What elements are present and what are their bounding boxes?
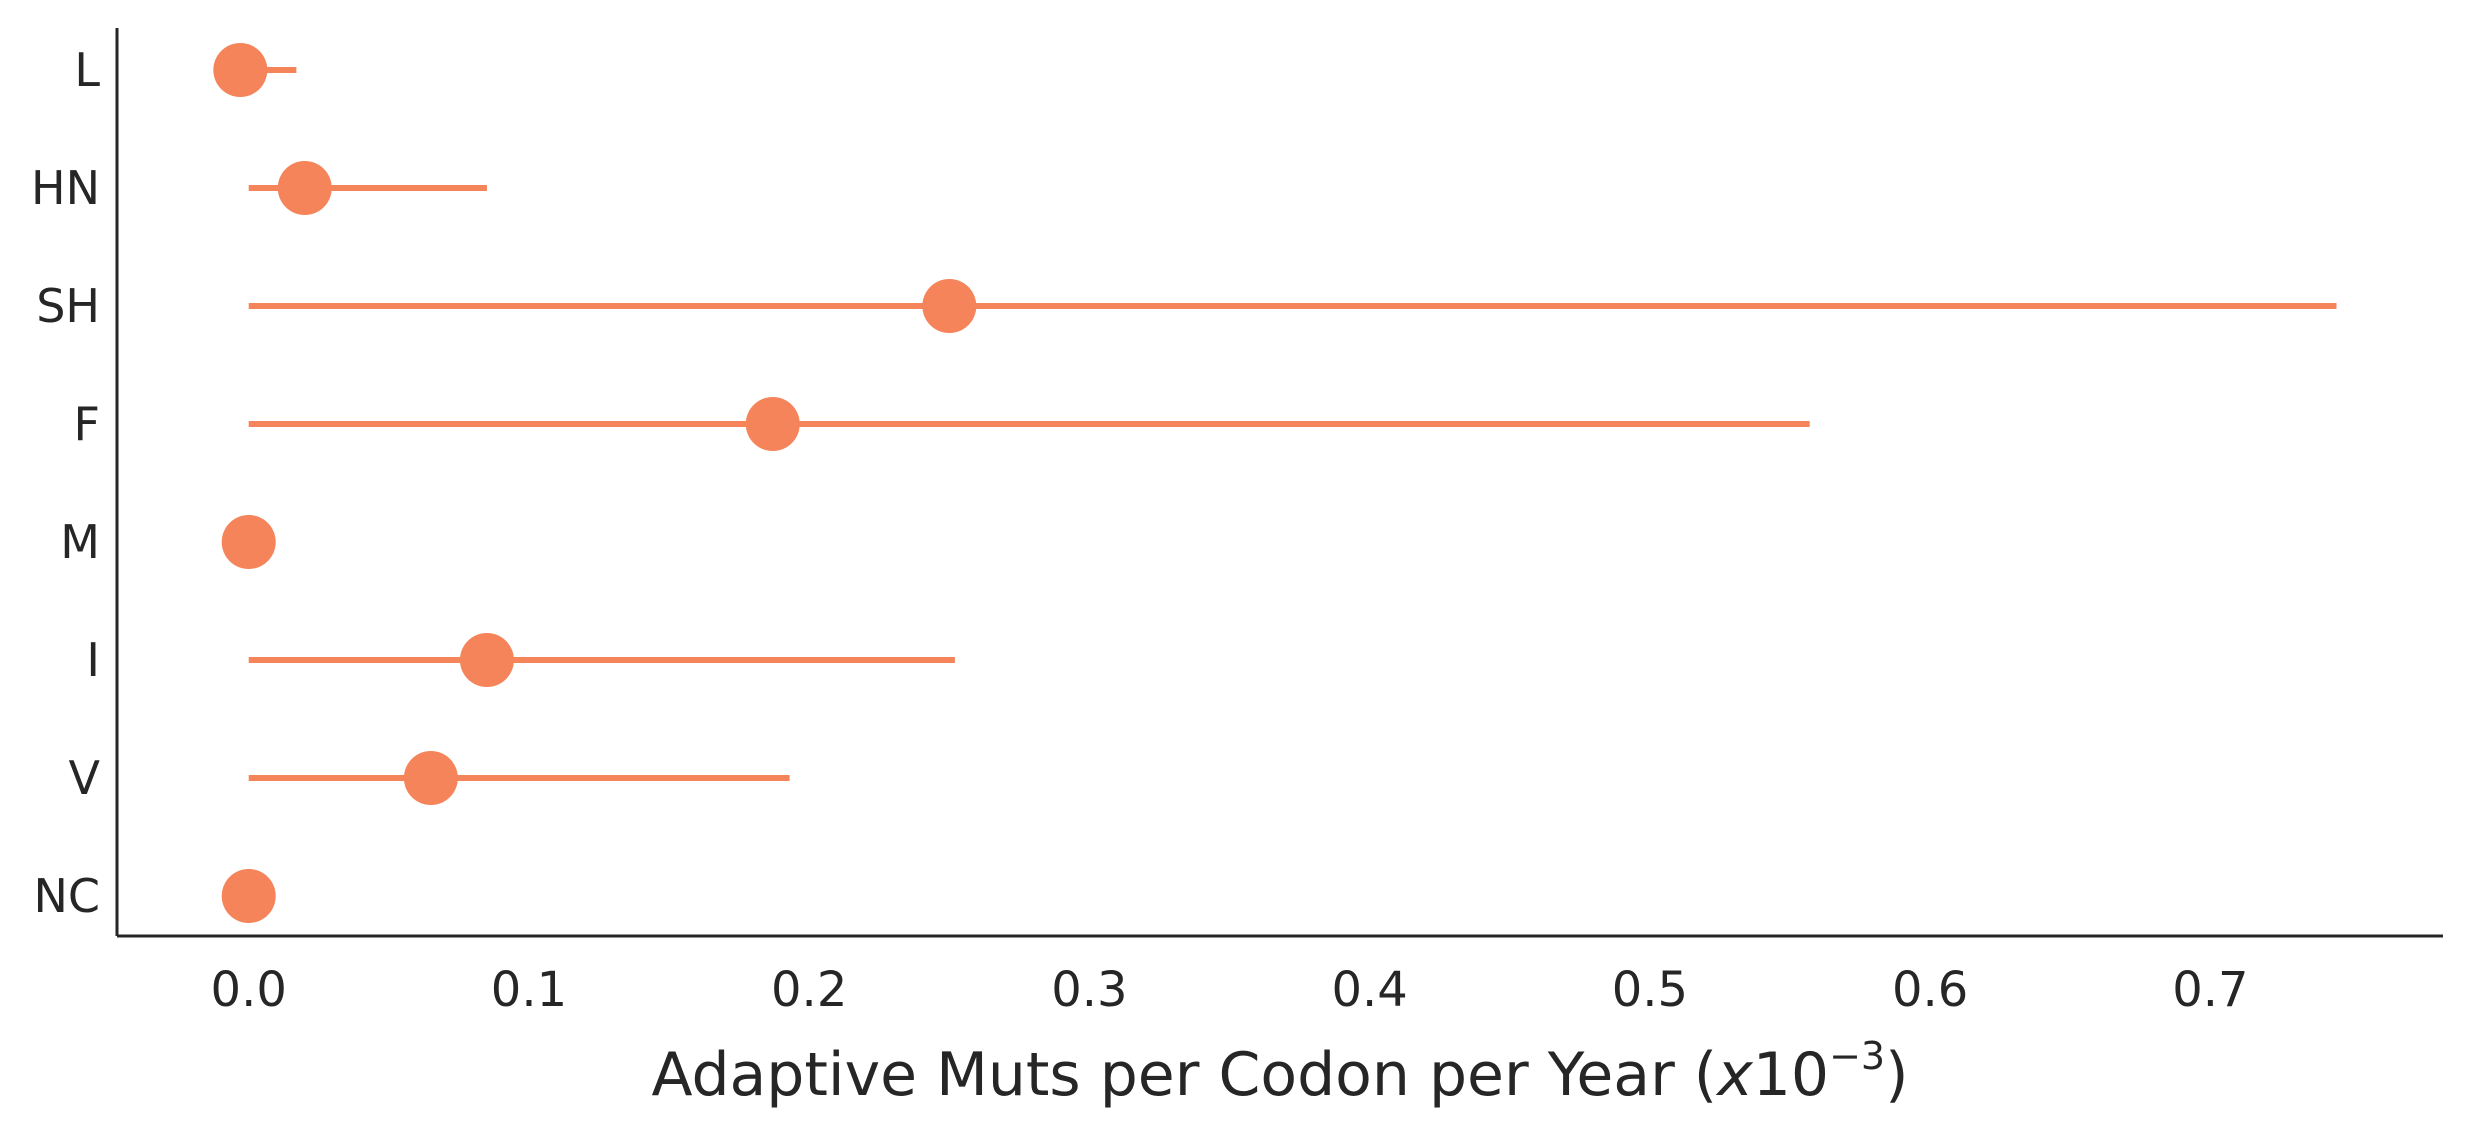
y-tick-label-hn: HN: [31, 161, 100, 215]
y-tick-label-sh: SH: [36, 279, 100, 333]
x-axis-label: Adaptive Muts per Codon per Year (x10−3): [651, 1034, 1908, 1110]
point-l: [213, 43, 268, 97]
y-tick-label-i: I: [86, 633, 100, 687]
x-tick-label-3: 0.3: [1051, 962, 1127, 1018]
x-tick-label-2: 0.2: [771, 962, 847, 1018]
point-v: [403, 751, 458, 805]
x-axis-label-base: 10: [1753, 1040, 1829, 1110]
x-axis-label-exponent: −3: [1829, 1034, 1885, 1078]
y-tick-label-v: V: [69, 751, 101, 805]
x-tick-label-4: 0.4: [1332, 962, 1408, 1018]
point-f: [745, 397, 800, 451]
y-tick-labels: L HN SH F M I V NC: [31, 43, 101, 923]
point-hn: [277, 161, 332, 215]
point-nc: [221, 869, 276, 923]
x-axis-label-text: Adaptive Muts per Codon per Year (: [651, 1040, 1717, 1110]
y-tick-label-f: F: [74, 397, 100, 451]
point-sh: [922, 279, 977, 333]
point-i: [459, 633, 514, 687]
x-tick-label-5: 0.5: [1612, 962, 1688, 1018]
point-m: [221, 515, 276, 569]
y-tick-label-l: L: [74, 43, 100, 97]
x-tick-label-6: 0.6: [1892, 962, 1968, 1018]
y-tick-label-nc: NC: [33, 869, 100, 923]
y-tick-label-m: M: [60, 515, 100, 569]
x-tick-label-1: 0.1: [491, 962, 567, 1018]
x-tick-label-7: 0.7: [2172, 962, 2248, 1018]
x-tick-labels: 0.0 0.1 0.2 0.3 0.4 0.5 0.6 0.7: [211, 962, 2249, 1018]
chart-marks: [213, 43, 2337, 923]
x-axis-label-multiplier: x: [1715, 1040, 1753, 1110]
x-tick-label-0: 0.0: [211, 962, 287, 1018]
x-axis-label-close: ): [1885, 1040, 1908, 1110]
